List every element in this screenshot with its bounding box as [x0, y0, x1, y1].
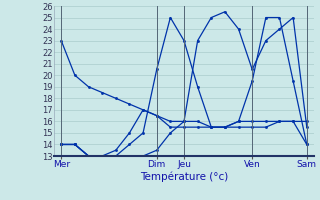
X-axis label: Température (°c): Température (°c): [140, 172, 228, 182]
